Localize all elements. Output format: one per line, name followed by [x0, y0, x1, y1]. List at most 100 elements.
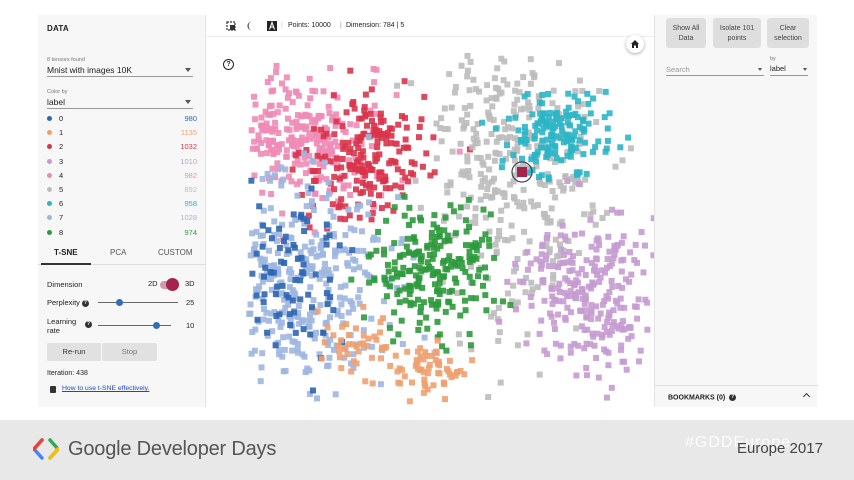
- data-point[interactable]: [273, 69, 280, 75]
- data-point[interactable]: [313, 231, 320, 238]
- data-point[interactable]: [467, 102, 474, 109]
- data-point[interactable]: [331, 173, 338, 180]
- data-point[interactable]: [361, 104, 368, 111]
- data-point[interactable]: [309, 263, 316, 270]
- data-point[interactable]: [520, 199, 527, 206]
- data-point[interactable]: [532, 122, 539, 129]
- data-point[interactable]: [627, 145, 634, 152]
- data-point[interactable]: [558, 218, 565, 225]
- data-point[interactable]: [521, 93, 528, 100]
- data-point[interactable]: [585, 120, 592, 127]
- data-point[interactable]: [496, 90, 503, 97]
- data-point[interactable]: [480, 206, 487, 213]
- data-point[interactable]: [342, 203, 349, 210]
- data-point[interactable]: [365, 335, 372, 342]
- data-point[interactable]: [539, 137, 546, 144]
- data-point[interactable]: [371, 102, 378, 109]
- data-point[interactable]: [346, 249, 353, 256]
- data-point[interactable]: [312, 190, 319, 197]
- data-point[interactable]: [540, 210, 547, 217]
- data-point[interactable]: [550, 125, 557, 132]
- data-point[interactable]: [596, 241, 602, 248]
- data-point[interactable]: [350, 364, 357, 371]
- data-point[interactable]: [327, 208, 334, 215]
- learning-rate-slider-knob[interactable]: [152, 322, 160, 329]
- data-point[interactable]: [329, 201, 336, 208]
- data-point[interactable]: [533, 163, 540, 170]
- data-point[interactable]: [522, 289, 529, 296]
- data-point[interactable]: [283, 153, 290, 160]
- data-point[interactable]: [368, 86, 375, 93]
- data-point[interactable]: [336, 242, 343, 249]
- data-point[interactable]: [369, 209, 376, 216]
- data-point[interactable]: [468, 242, 475, 249]
- data-point[interactable]: [482, 292, 489, 299]
- data-point[interactable]: [283, 251, 290, 257]
- data-point[interactable]: [514, 143, 521, 150]
- data-point[interactable]: [568, 147, 575, 154]
- data-point[interactable]: [575, 103, 582, 110]
- data-point[interactable]: [289, 347, 296, 354]
- data-point[interactable]: [612, 246, 619, 253]
- data-point[interactable]: [552, 194, 559, 201]
- data-point[interactable]: [308, 202, 315, 209]
- data-point[interactable]: [358, 141, 365, 148]
- data-point[interactable]: [477, 196, 484, 203]
- data-point[interactable]: [361, 314, 367, 321]
- data-point[interactable]: [347, 67, 354, 74]
- projection-view[interactable]: | Points: 10000 | Dimension: 784 | 5 ?: [206, 15, 654, 407]
- data-point[interactable]: [375, 229, 382, 235]
- data-point[interactable]: [431, 238, 438, 245]
- data-point[interactable]: [443, 366, 450, 372]
- data-point[interactable]: [566, 293, 572, 300]
- data-point[interactable]: [432, 357, 439, 363]
- data-point[interactable]: [523, 274, 529, 281]
- data-point[interactable]: [271, 172, 278, 179]
- data-point[interactable]: [365, 160, 371, 167]
- data-point[interactable]: [275, 142, 282, 149]
- data-point[interactable]: [558, 246, 565, 253]
- data-point[interactable]: [636, 358, 642, 365]
- data-point[interactable]: [529, 70, 536, 76]
- data-point[interactable]: [579, 87, 586, 94]
- data-point[interactable]: [302, 170, 309, 177]
- data-point[interactable]: [266, 317, 272, 324]
- data-point[interactable]: [589, 330, 596, 337]
- data-point[interactable]: [279, 353, 286, 360]
- data-point[interactable]: [564, 304, 571, 311]
- data-point[interactable]: [295, 112, 301, 119]
- data-point[interactable]: [327, 336, 334, 343]
- data-point[interactable]: [590, 280, 597, 287]
- data-point[interactable]: [316, 177, 323, 184]
- data-point[interactable]: [347, 298, 354, 305]
- data-point[interactable]: [353, 177, 360, 184]
- data-point[interactable]: [256, 283, 263, 290]
- data-point[interactable]: [487, 211, 494, 218]
- data-point[interactable]: [541, 182, 548, 189]
- data-point[interactable]: [375, 132, 381, 139]
- data-point[interactable]: [362, 91, 369, 98]
- data-point[interactable]: [337, 215, 344, 222]
- data-point[interactable]: [394, 368, 401, 375]
- data-point[interactable]: [490, 310, 497, 317]
- data-point[interactable]: [282, 166, 289, 173]
- data-point[interactable]: [268, 191, 275, 197]
- data-point[interactable]: [274, 250, 281, 256]
- data-point[interactable]: [631, 303, 638, 310]
- data-point[interactable]: [305, 189, 312, 196]
- help-icon[interactable]: ?: [729, 394, 737, 401]
- data-point[interactable]: [428, 352, 435, 359]
- data-point[interactable]: [599, 267, 605, 274]
- data-point[interactable]: [551, 263, 558, 270]
- show-all-data-button[interactable]: Show All Data: [666, 18, 706, 48]
- data-point[interactable]: [472, 295, 479, 302]
- data-point[interactable]: [431, 251, 438, 258]
- data-point[interactable]: [604, 125, 611, 132]
- data-point[interactable]: [308, 185, 315, 192]
- data-point[interactable]: [347, 166, 354, 173]
- data-point[interactable]: [508, 222, 515, 229]
- data-point[interactable]: [383, 280, 390, 287]
- data-point[interactable]: [583, 365, 590, 371]
- data-point[interactable]: [479, 236, 485, 243]
- data-point[interactable]: [369, 380, 376, 387]
